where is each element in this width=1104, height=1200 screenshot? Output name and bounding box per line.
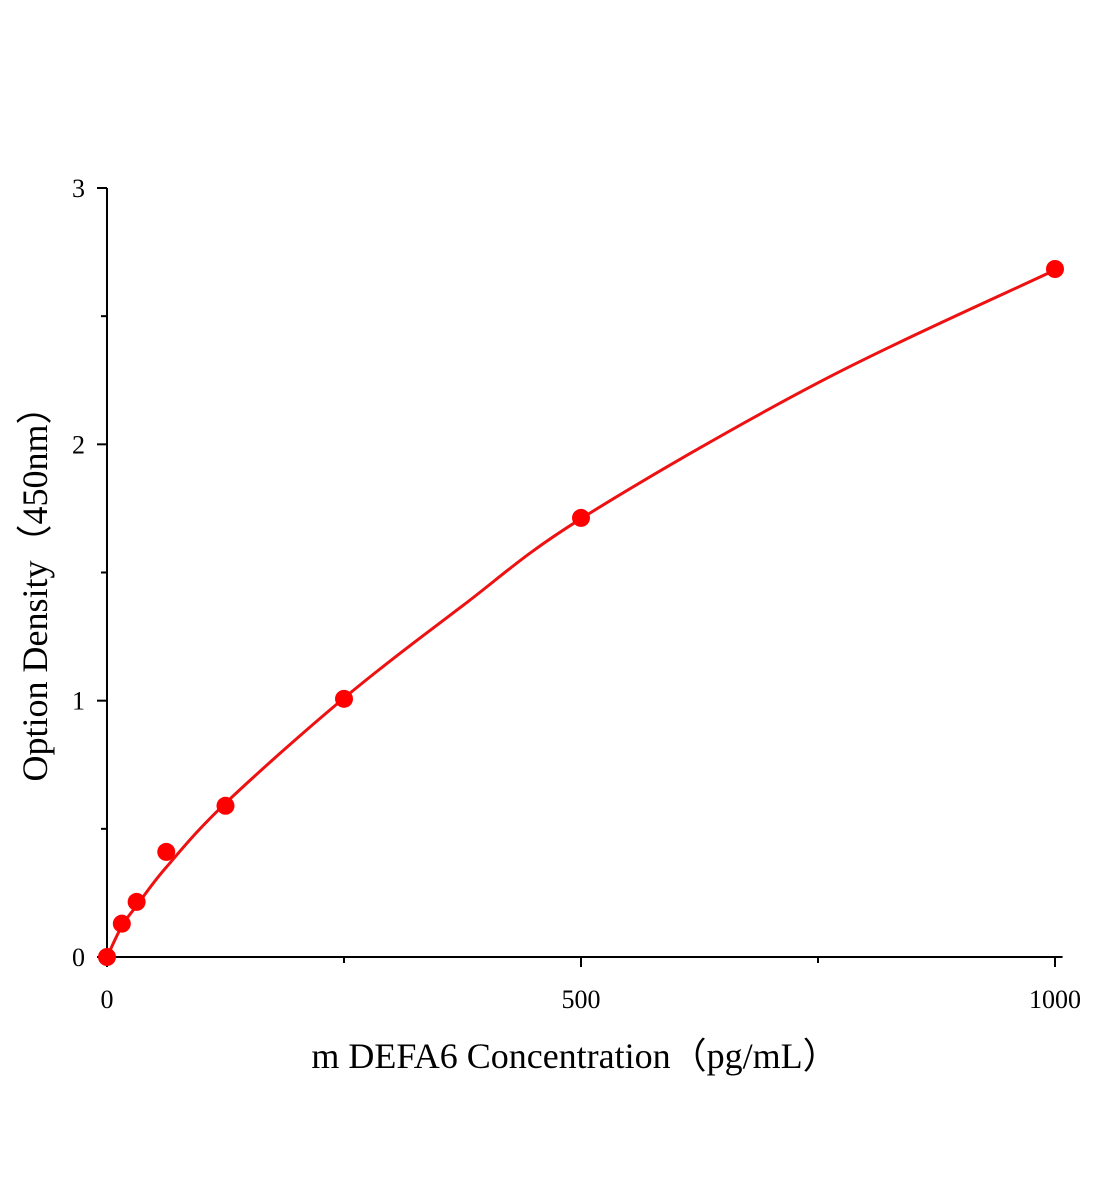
x-axis-label: m DEFA6 Concentration（pg/mL） xyxy=(311,1036,838,1076)
y-axis-label: Option Density（450nm） xyxy=(15,389,55,782)
x-tick-label: 1000 xyxy=(1029,985,1081,1014)
data-point xyxy=(127,892,146,911)
data-point xyxy=(98,948,116,966)
data-point xyxy=(572,508,590,527)
y-tick-label: 1 xyxy=(72,687,85,716)
x-tick-label: 500 xyxy=(562,985,601,1014)
data-point xyxy=(112,914,131,933)
data-point xyxy=(157,842,176,861)
data-point xyxy=(335,689,353,708)
fit-curve xyxy=(105,268,1056,958)
y-tick-label: 0 xyxy=(72,943,85,972)
data-point xyxy=(216,796,235,815)
x-tick-label: 0 xyxy=(101,985,114,1014)
data-point xyxy=(1046,260,1064,279)
y-tick-label: 2 xyxy=(72,430,85,459)
y-tick-label: 3 xyxy=(72,174,85,203)
